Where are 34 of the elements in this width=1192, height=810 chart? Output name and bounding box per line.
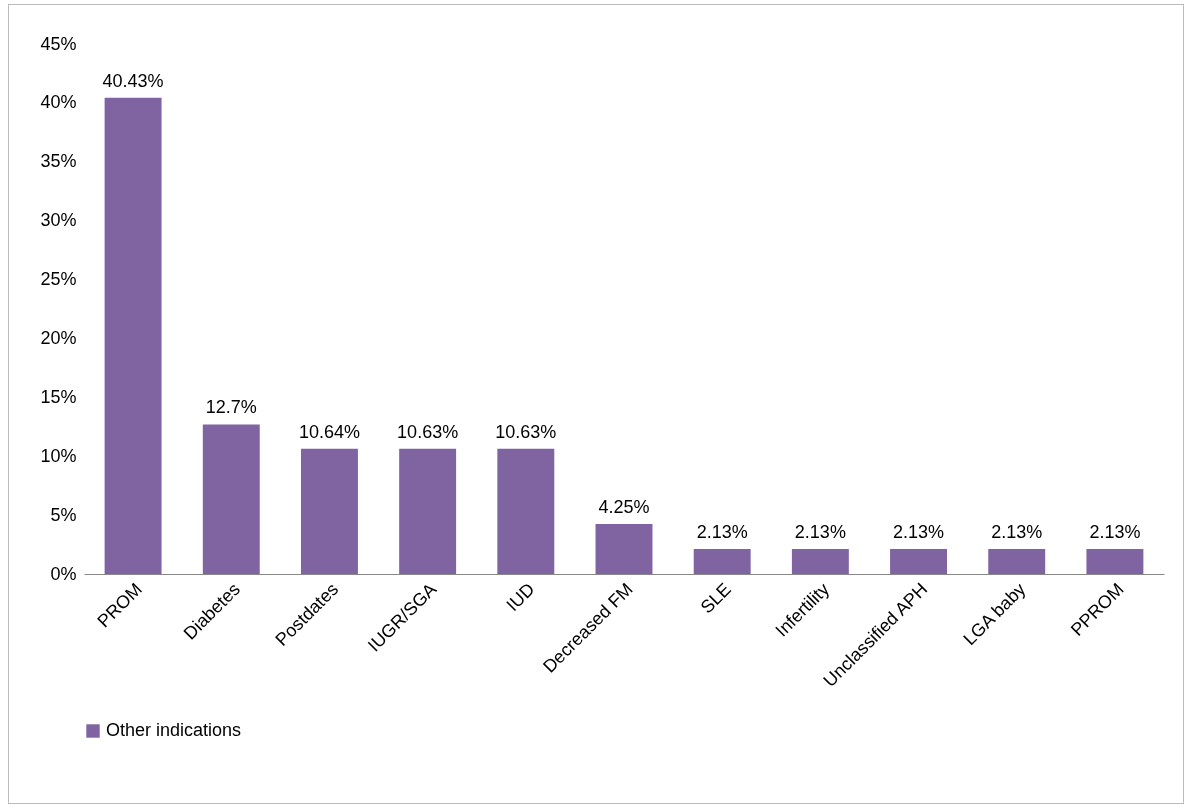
- bar: [791, 548, 849, 574]
- data-label: 12.7%: [205, 397, 257, 418]
- data-label: 10.64%: [298, 421, 360, 442]
- bar: [497, 448, 555, 574]
- y-tick-label: 40%: [40, 92, 77, 113]
- bar: [693, 548, 751, 574]
- data-label: 2.13%: [991, 521, 1043, 542]
- data-label: 2.13%: [696, 521, 748, 542]
- bar: [595, 523, 653, 574]
- y-tick-label: 25%: [40, 269, 77, 290]
- bar: [890, 548, 948, 574]
- legend-label: Other indications: [106, 720, 242, 740]
- data-label: 10.63%: [495, 421, 557, 442]
- y-tick-label: 5%: [50, 504, 77, 525]
- x-tick-label: IUD: [502, 579, 539, 616]
- bar: [202, 424, 260, 574]
- bar: [300, 448, 358, 574]
- y-tick-label: 0%: [50, 563, 77, 584]
- y-tick-label: 20%: [40, 327, 77, 348]
- bar: [988, 548, 1046, 574]
- y-tick-label: 30%: [40, 210, 77, 231]
- bar: [104, 97, 162, 574]
- data-label: 2.13%: [1089, 521, 1141, 542]
- bar: [1086, 548, 1144, 574]
- y-tick-label: 10%: [40, 445, 77, 466]
- bar: [399, 448, 457, 574]
- data-label: 40.43%: [102, 70, 164, 91]
- data-label: 10.63%: [397, 421, 459, 442]
- data-label: 4.25%: [598, 496, 650, 517]
- data-label: 2.13%: [893, 521, 945, 542]
- y-tick-label: 35%: [40, 151, 77, 172]
- data-label: 2.13%: [794, 521, 846, 542]
- y-tick-label: 15%: [40, 386, 77, 407]
- y-tick-label: 45%: [40, 33, 77, 54]
